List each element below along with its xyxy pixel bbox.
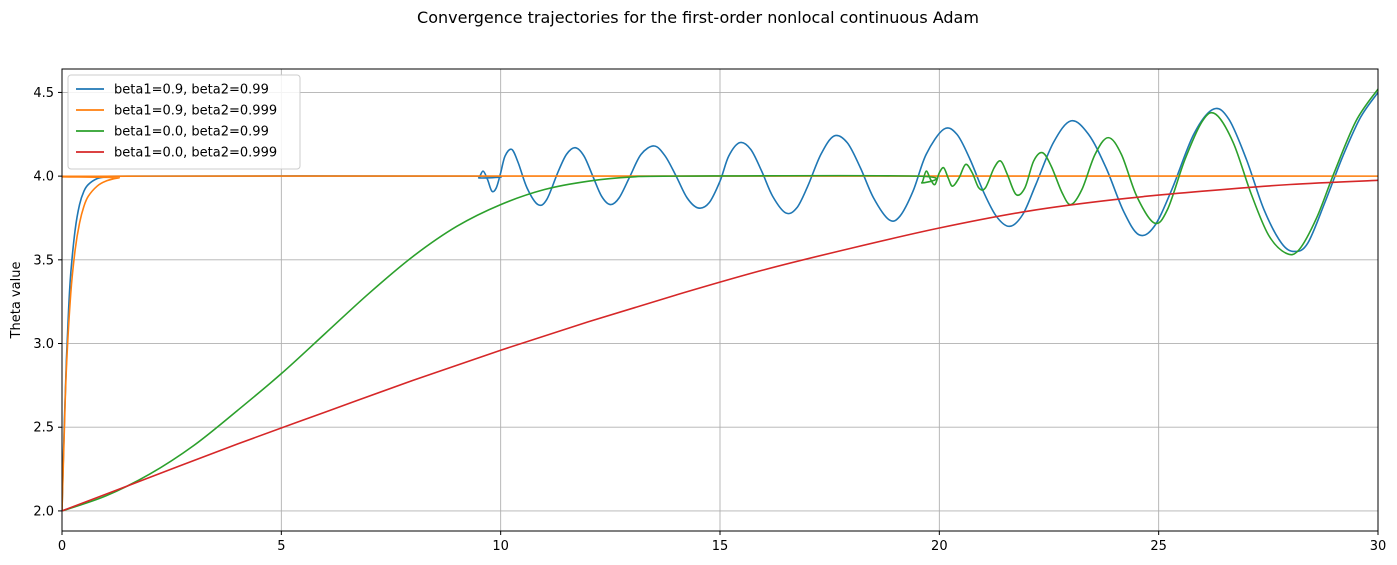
- series-line-2: [62, 175, 1378, 511]
- y-tick-label: 2.0: [33, 504, 54, 519]
- series-lines: [62, 88, 1378, 512]
- x-tick-label: 20: [931, 539, 948, 554]
- legend-entry: beta1=0.0, beta2=0.999: [114, 146, 277, 161]
- legend: beta1=0.9, beta2=0.99 beta1=0.9, beta2=0.…: [67, 74, 301, 170]
- y-tick-label: 2.5: [33, 421, 54, 436]
- series-line-3: [62, 88, 1378, 512]
- y-tick-label: 3.0: [33, 337, 54, 352]
- x-tick-label: 5: [277, 539, 285, 554]
- x-tick-label: 30: [1370, 539, 1387, 554]
- y-tick-label: 3.5: [33, 253, 54, 268]
- y-axis-label: Theta value: [9, 262, 24, 340]
- legend-box: [67, 74, 301, 170]
- y-tick-label: 4.0: [33, 170, 54, 185]
- x-tick-label: 25: [1150, 539, 1167, 554]
- legend-entry: beta1=0.0, beta2=0.99: [114, 125, 269, 140]
- x-tick-label: 0: [58, 539, 66, 554]
- series-line-1: [62, 91, 1378, 511]
- x-tick-label: 15: [712, 539, 729, 554]
- chart-title: Convergence trajectories for the first-o…: [417, 8, 979, 27]
- x-tick-label: 10: [492, 539, 509, 554]
- legend-entry: beta1=0.9, beta2=0.99: [114, 83, 269, 98]
- y-tick-label: 4.5: [33, 86, 54, 101]
- series-line-4: [62, 179, 1378, 512]
- axis-ticks: 0 5 10 15 20 25 30 2.0 2.5 3.0 3.5 4.0 4.5: [33, 86, 1386, 554]
- legend-entry: beta1=0.9, beta2=0.999: [114, 104, 277, 119]
